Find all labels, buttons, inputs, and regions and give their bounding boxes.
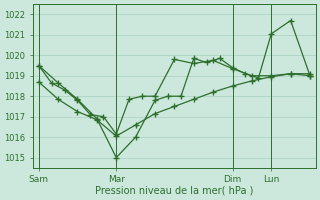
X-axis label: Pression niveau de la mer( hPa ): Pression niveau de la mer( hPa ) bbox=[95, 186, 253, 196]
